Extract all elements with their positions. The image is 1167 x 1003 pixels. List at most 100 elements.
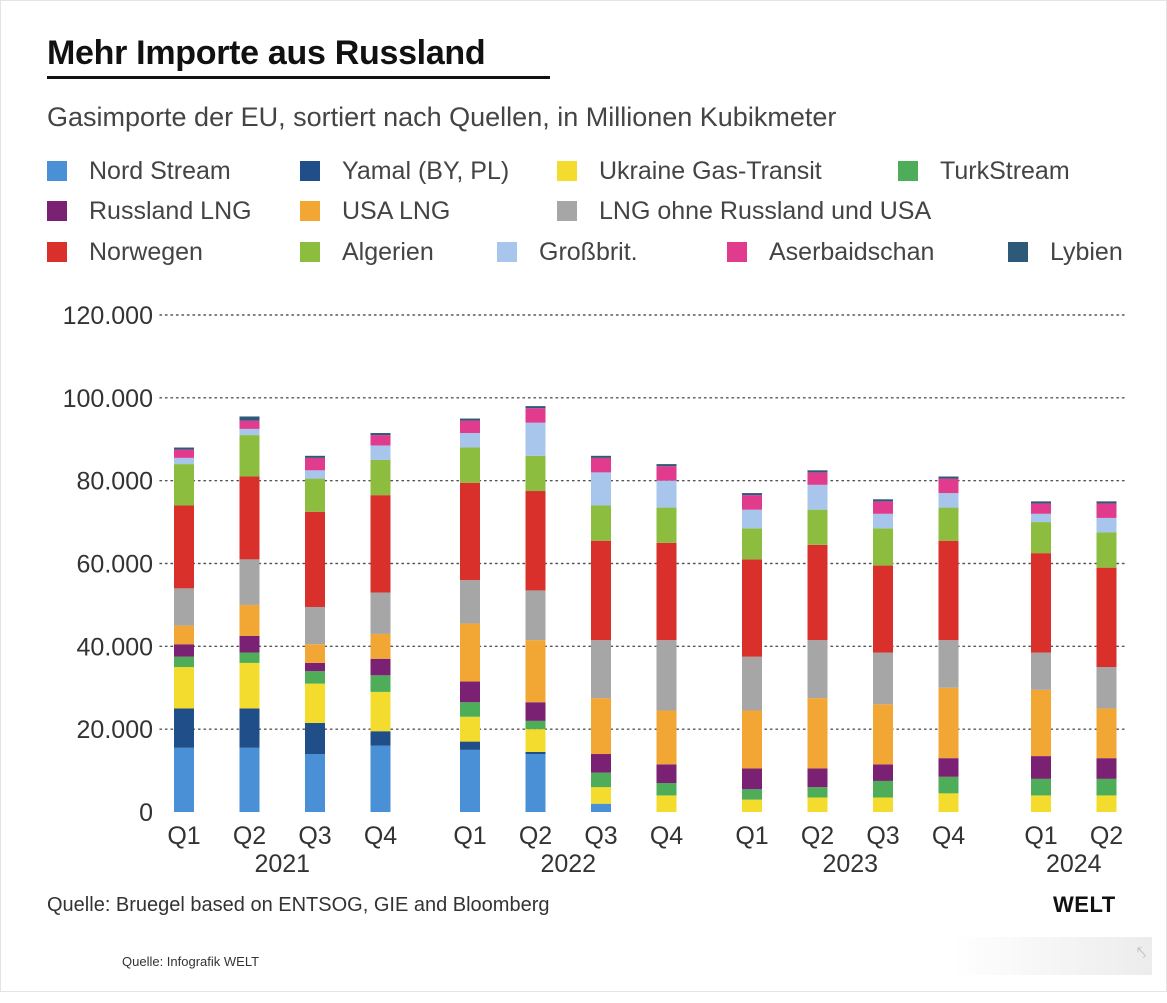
bar-segment — [370, 433, 391, 436]
legend-label: Russland LNG — [89, 196, 252, 225]
bar-segment — [1031, 501, 1051, 504]
bar-segment — [460, 482, 480, 581]
y-tick-label: 100.000 — [63, 385, 153, 413]
bar-segment — [305, 470, 325, 479]
bar-segment — [938, 758, 959, 777]
title-underline — [47, 76, 550, 79]
bar-segment — [656, 783, 677, 796]
bar-segment — [525, 640, 546, 703]
bar-segment — [591, 472, 611, 506]
bar-segment — [742, 528, 762, 560]
bar-segment — [807, 509, 828, 545]
bar-segment — [174, 464, 194, 506]
bar-segment — [1031, 756, 1051, 779]
bar-segment — [239, 652, 260, 663]
bar-segment — [938, 687, 959, 759]
bar-segment — [656, 507, 677, 543]
bar-segment — [591, 803, 611, 812]
bar-segment — [305, 754, 325, 812]
bar-segment — [938, 540, 959, 641]
bar-segment — [807, 797, 828, 812]
bar-segment — [305, 455, 325, 458]
bar-segment — [1096, 567, 1117, 668]
bar-segment — [742, 495, 762, 510]
bar-segment — [239, 416, 260, 421]
bar-segment — [938, 640, 959, 688]
bar-segment — [591, 754, 611, 773]
bar-segment — [591, 640, 611, 699]
bar-segment — [370, 592, 391, 634]
bar-segment — [525, 590, 546, 641]
bar-segment — [370, 731, 391, 746]
bar-segment — [873, 652, 893, 705]
bar-segment — [1096, 708, 1117, 759]
legend-label: Algerien — [342, 237, 434, 266]
bar-segment — [873, 499, 893, 502]
stacked-bar-chart: 0 20.000 40.000 60.000 80.000 100.000 120.000 Q… — [63, 302, 1129, 878]
legend-label: TurkStream — [940, 156, 1070, 185]
legend-label: Aserbaidschan — [769, 237, 935, 266]
bar-segment — [370, 435, 391, 446]
legend-label: Norwegen — [89, 237, 203, 266]
bar-segment — [656, 764, 677, 784]
bar-segment — [1031, 778, 1051, 796]
bar-segment — [1096, 517, 1117, 533]
chart-subtitle: Gasimporte der EU, sortiert nach Quellen… — [47, 102, 837, 132]
bar-segment — [1031, 503, 1051, 514]
legend-label: USA LNG — [342, 196, 451, 225]
bar-segment — [305, 457, 325, 471]
bar-segment — [1096, 667, 1117, 709]
bar-segment — [460, 418, 480, 421]
x-tick-label: Q2 — [519, 822, 552, 850]
legend-item: Ukraine Gas-Transit — [557, 156, 822, 186]
legend-label: LNG ohne Russland und USA — [599, 196, 932, 225]
legend-item: USA LNG — [300, 196, 450, 226]
bar-segment — [174, 625, 194, 645]
bar-segment — [591, 772, 611, 788]
bar-segment — [174, 644, 194, 657]
bar-segment — [370, 658, 391, 676]
x-group-label: 2023 — [822, 850, 878, 878]
bar-segment — [370, 459, 391, 496]
chart-title: Mehr Importe aus Russland — [47, 34, 486, 72]
bar-segment — [370, 633, 391, 659]
bar-segment — [873, 764, 893, 781]
bar-segment — [742, 799, 762, 812]
bar-segment — [305, 722, 325, 755]
bar-segment — [239, 476, 260, 560]
x-group-label: 2021 — [254, 850, 310, 878]
bar-segment — [1096, 778, 1117, 796]
embed-footer: Quelle: Infografik WELT ⤣ — [0, 929, 1167, 992]
bar-segment — [460, 681, 480, 703]
infographic-card — [0, 0, 1167, 930]
bar-segment — [807, 472, 828, 485]
legend-swatch — [47, 201, 67, 221]
bar-segment — [807, 787, 828, 798]
legend-item: Nord Stream — [47, 156, 231, 186]
bar-segment — [460, 433, 480, 448]
bar-segment — [591, 505, 611, 541]
bar-segment — [742, 768, 762, 790]
x-tick-label: Q4 — [932, 822, 965, 850]
bar-segment — [305, 644, 325, 663]
x-tick-label: Q3 — [298, 822, 331, 850]
bar-segment — [1096, 758, 1117, 779]
bar-segment — [807, 640, 828, 699]
bar-segment — [239, 420, 260, 429]
bar-segment — [525, 729, 546, 752]
bar-segment — [873, 704, 893, 765]
bar-segment — [174, 708, 194, 748]
legend-swatch — [300, 242, 320, 262]
legend-label: Großbrit. — [539, 237, 638, 266]
x-tick-label: Q1 — [167, 822, 200, 850]
legend-item: Lybien — [1008, 237, 1123, 267]
bar-segment — [873, 528, 893, 566]
bar-segment — [305, 671, 325, 684]
expand-icon[interactable]: ⤣ — [1136, 945, 1146, 962]
legend-swatch — [898, 161, 918, 181]
bar-segment — [1031, 513, 1051, 523]
bar-segment — [370, 691, 391, 732]
bar-segment — [807, 698, 828, 769]
bar-segment — [525, 751, 546, 755]
bar-segment — [873, 780, 893, 798]
